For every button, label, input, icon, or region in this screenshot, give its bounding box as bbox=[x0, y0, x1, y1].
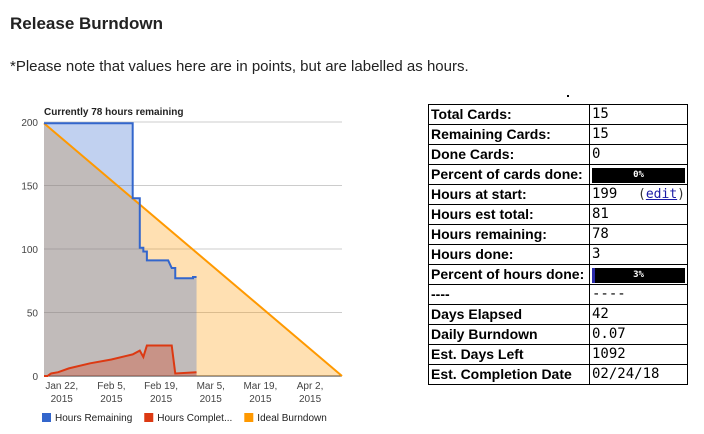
stats-label: Remaining Cards: bbox=[428, 124, 590, 145]
y-tick-label: 150 bbox=[21, 182, 38, 193]
legend-label: Hours Complet... bbox=[157, 413, 232, 424]
legend-swatch bbox=[144, 413, 154, 422]
stats-label: Hours done: bbox=[428, 244, 590, 265]
stats-value: 42 bbox=[589, 304, 688, 325]
x-tick-label: 2015 bbox=[200, 394, 223, 405]
stats-value: 199 (edit) bbox=[589, 184, 688, 205]
stats-value: 0.07 bbox=[589, 324, 688, 345]
y-tick-label: 200 bbox=[21, 118, 38, 129]
stats-value: ---- bbox=[589, 284, 688, 305]
ideal-burndown-line bbox=[43, 122, 343, 377]
stats-row: Hours remaining: 78 bbox=[428, 224, 688, 245]
y-tick-label: 0 bbox=[32, 372, 38, 383]
stats-row: Hours at start: 199 (edit) bbox=[428, 184, 688, 205]
progress-bar: 0% bbox=[592, 168, 685, 183]
x-tick-label: 2015 bbox=[100, 394, 123, 405]
x-tick-label: 2015 bbox=[249, 394, 272, 405]
y-tick-label: 100 bbox=[21, 245, 38, 256]
hours-completed-line bbox=[44, 344, 197, 377]
legend-swatch bbox=[42, 413, 51, 422]
stats-row: Remaining Cards: 15 bbox=[428, 124, 688, 145]
chart-title: Currently 78 hours remaining bbox=[44, 107, 183, 118]
legend-label: Ideal Burndown bbox=[257, 413, 327, 424]
y-tick-label: 50 bbox=[27, 309, 39, 320]
stats-label: Daily Burndown bbox=[428, 324, 590, 345]
stats-value: 15 bbox=[589, 104, 688, 125]
burndown-chart: 0 50 100 150 200 Currently 78 hours remaining… bbox=[21, 107, 343, 424]
stats-row: Percent of cards done: 0% bbox=[428, 164, 688, 185]
stats-value: 3 bbox=[589, 244, 688, 265]
units-note: *Please note that values here are in poi… bbox=[10, 58, 469, 75]
stats-label: Hours at start: bbox=[428, 184, 590, 205]
decorative-dot bbox=[567, 95, 569, 97]
progress-text: 0% bbox=[633, 170, 644, 180]
stats-value: 81 bbox=[589, 204, 688, 225]
progress-text: 3% bbox=[633, 270, 644, 280]
stats-row: Done Cards: 0 bbox=[428, 144, 688, 165]
page-title: Release Burndown bbox=[10, 14, 164, 33]
stats-row: Est. Completion Date 02/24/18 bbox=[428, 364, 688, 385]
stats-value: 1092 bbox=[589, 344, 688, 365]
hours-completed-area bbox=[44, 345, 197, 376]
stats-value: 02/24/18 bbox=[589, 364, 688, 385]
stats-value: 15 bbox=[589, 124, 688, 145]
stats-row: Hours done: 3 bbox=[428, 244, 688, 265]
stats-row: Total Cards: 15 bbox=[428, 104, 688, 125]
x-tick-label: Mar 19, bbox=[243, 381, 277, 392]
stats-row: ---- ---- bbox=[428, 284, 688, 305]
x-tick-label: 2015 bbox=[299, 394, 322, 405]
stats-row: Hours est total: 81 bbox=[428, 204, 688, 225]
legend-swatch bbox=[244, 413, 254, 422]
stats-label: Hours remaining: bbox=[428, 224, 590, 245]
stats-value: 78 bbox=[589, 224, 688, 245]
x-tick-label: 2015 bbox=[150, 394, 173, 405]
stats-value: 0% bbox=[589, 164, 688, 185]
stats-label: Percent of cards done: bbox=[428, 164, 590, 185]
edit-hours-link[interactable]: edit bbox=[645, 187, 678, 202]
stats-row: Daily Burndown 0.07 bbox=[428, 324, 688, 345]
stats-row: Days Elapsed 42 bbox=[428, 304, 688, 325]
x-tick-label: Apr 2, bbox=[297, 381, 324, 392]
x-tick-label: Feb 5, bbox=[97, 381, 125, 392]
stats-label: Hours est total: bbox=[428, 204, 590, 225]
x-tick-label: Jan 22, bbox=[45, 381, 78, 392]
stats-label: Est. Days Left bbox=[428, 344, 590, 365]
stats-label: Percent of hours done: bbox=[428, 264, 590, 285]
x-tick-label: Mar 5, bbox=[197, 381, 225, 392]
stats-row: Est. Days Left 1092 bbox=[428, 344, 688, 365]
stats-value: 0 bbox=[589, 144, 688, 165]
x-tick-label: Feb 19, bbox=[144, 381, 178, 392]
stats-row: Percent of hours done: 3% bbox=[428, 264, 688, 285]
stats-table: Total Cards: 15 Remaining Cards: 15 Done Car… bbox=[428, 104, 688, 385]
stats-value: 3% bbox=[589, 264, 688, 285]
progress-bar: 3% bbox=[592, 268, 685, 283]
progress-fill bbox=[592, 268, 595, 283]
hours-remaining-line bbox=[44, 122, 197, 280]
stats-label: Done Cards: bbox=[428, 144, 590, 165]
stats-label: ---- bbox=[428, 284, 590, 305]
legend-label: Hours Remaining bbox=[55, 413, 132, 424]
x-tick-label: 2015 bbox=[51, 394, 74, 405]
stats-label: Days Elapsed bbox=[428, 304, 590, 325]
stats-label: Est. Completion Date bbox=[428, 364, 590, 385]
hours-remaining-area bbox=[44, 123, 197, 376]
stats-label: Total Cards: bbox=[428, 104, 590, 125]
